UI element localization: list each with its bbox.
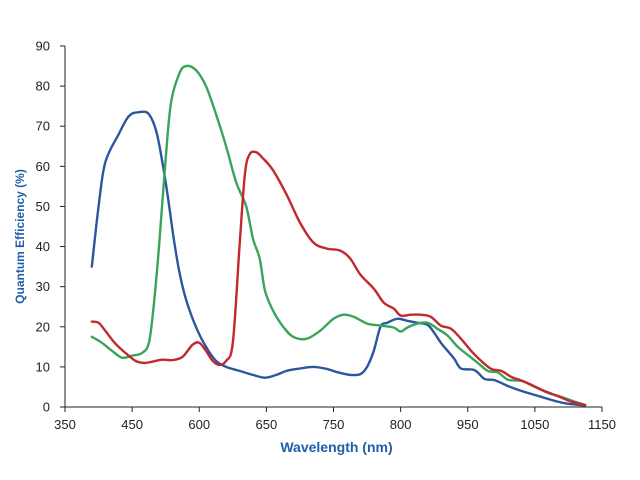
x-tick-label: 800 bbox=[390, 417, 412, 432]
y-tick-label: 20 bbox=[36, 319, 50, 334]
y-axis-ticks: 0 10 20 30 40 50 60 70 80 90 bbox=[36, 39, 65, 415]
x-axis-title: Wavelength (nm) bbox=[280, 439, 392, 455]
y-tick-label: 70 bbox=[36, 119, 50, 134]
x-tick-label: 1150 bbox=[588, 417, 616, 432]
x-tick-label: 1050 bbox=[520, 417, 549, 432]
x-axis-ticks: 350 450 600 650 750 800 950 1050 1150 bbox=[54, 407, 616, 432]
y-tick-label: 50 bbox=[36, 199, 50, 214]
x-tick-label: 600 bbox=[188, 417, 210, 432]
y-tick-label: 80 bbox=[36, 79, 50, 94]
x-tick-label: 750 bbox=[323, 417, 345, 432]
x-tick-label: 450 bbox=[121, 417, 143, 432]
x-tick-label: 950 bbox=[457, 417, 479, 432]
y-tick-label: 40 bbox=[36, 239, 50, 254]
y-tick-label: 60 bbox=[36, 159, 50, 174]
y-axis-title: Quantum Efficiency (%) bbox=[13, 169, 27, 304]
y-tick-label: 90 bbox=[36, 39, 50, 54]
y-tick-label: 0 bbox=[43, 400, 50, 415]
y-tick-label: 10 bbox=[36, 359, 50, 374]
x-tick-label: 350 bbox=[54, 417, 76, 432]
y-tick-label: 30 bbox=[36, 279, 50, 294]
series-line-1 bbox=[90, 110, 587, 407]
series-line-3 bbox=[90, 150, 587, 407]
series-line-2 bbox=[90, 64, 587, 407]
x-tick-label: 650 bbox=[256, 417, 278, 432]
series-lines bbox=[90, 64, 587, 407]
